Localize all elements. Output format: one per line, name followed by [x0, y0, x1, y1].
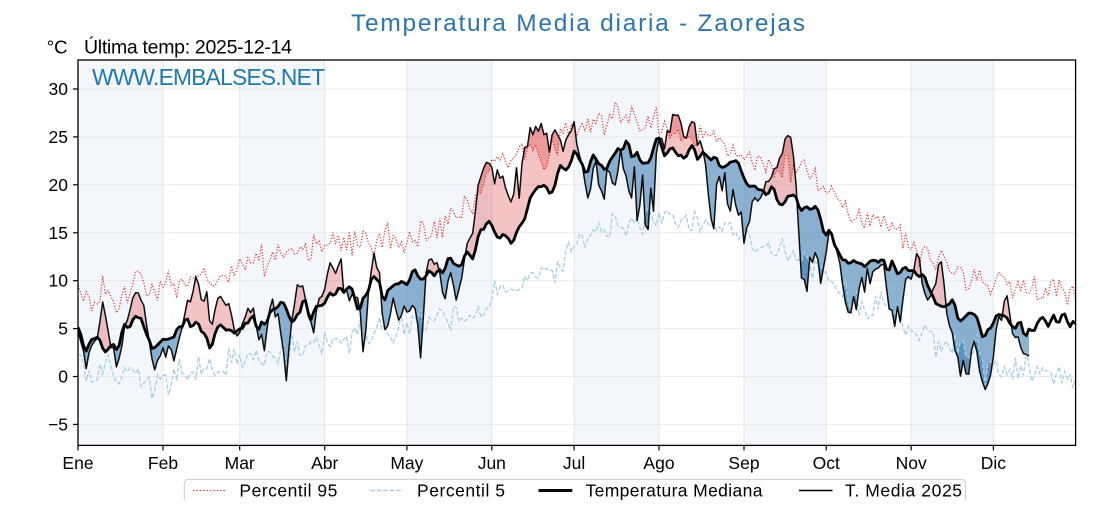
- svg-text:May: May: [390, 453, 423, 473]
- svg-text:5: 5: [58, 319, 68, 339]
- svg-text:WWW.EMBALSES.NET: WWW.EMBALSES.NET: [92, 64, 325, 90]
- svg-text:Percentil 95: Percentil 95: [239, 480, 337, 500]
- svg-text:15: 15: [49, 223, 68, 243]
- svg-text:Jul: Jul: [563, 453, 585, 473]
- svg-text:Jun: Jun: [478, 453, 506, 473]
- svg-text:Ago: Ago: [643, 453, 674, 473]
- svg-text:Abr: Abr: [311, 453, 338, 473]
- svg-text:10: 10: [49, 271, 69, 291]
- svg-text:Temperatura Media diaria - Zao: Temperatura Media diaria - Zaorejas: [351, 10, 805, 37]
- svg-text:Oct: Oct: [813, 453, 840, 473]
- svg-text:20: 20: [49, 175, 69, 195]
- svg-text:Temperatura Mediana: Temperatura Mediana: [586, 480, 763, 500]
- svg-text:−5: −5: [48, 414, 68, 434]
- svg-text:25: 25: [49, 127, 68, 147]
- svg-text:Última temp: 2025-12-14: Última temp: 2025-12-14: [84, 36, 292, 59]
- svg-text:Mar: Mar: [225, 453, 255, 473]
- svg-text:T. Media 2025: T. Media 2025: [845, 480, 962, 500]
- svg-text:Ene: Ene: [62, 453, 93, 473]
- svg-text:Dic: Dic: [981, 453, 1007, 473]
- svg-text:Sep: Sep: [728, 453, 759, 473]
- svg-text:Nov: Nov: [896, 453, 927, 473]
- svg-text:°C: °C: [47, 37, 68, 58]
- svg-text:Feb: Feb: [148, 453, 178, 473]
- svg-text:30: 30: [49, 79, 69, 99]
- svg-text:0: 0: [58, 367, 68, 387]
- svg-text:Percentil 5: Percentil 5: [417, 480, 505, 500]
